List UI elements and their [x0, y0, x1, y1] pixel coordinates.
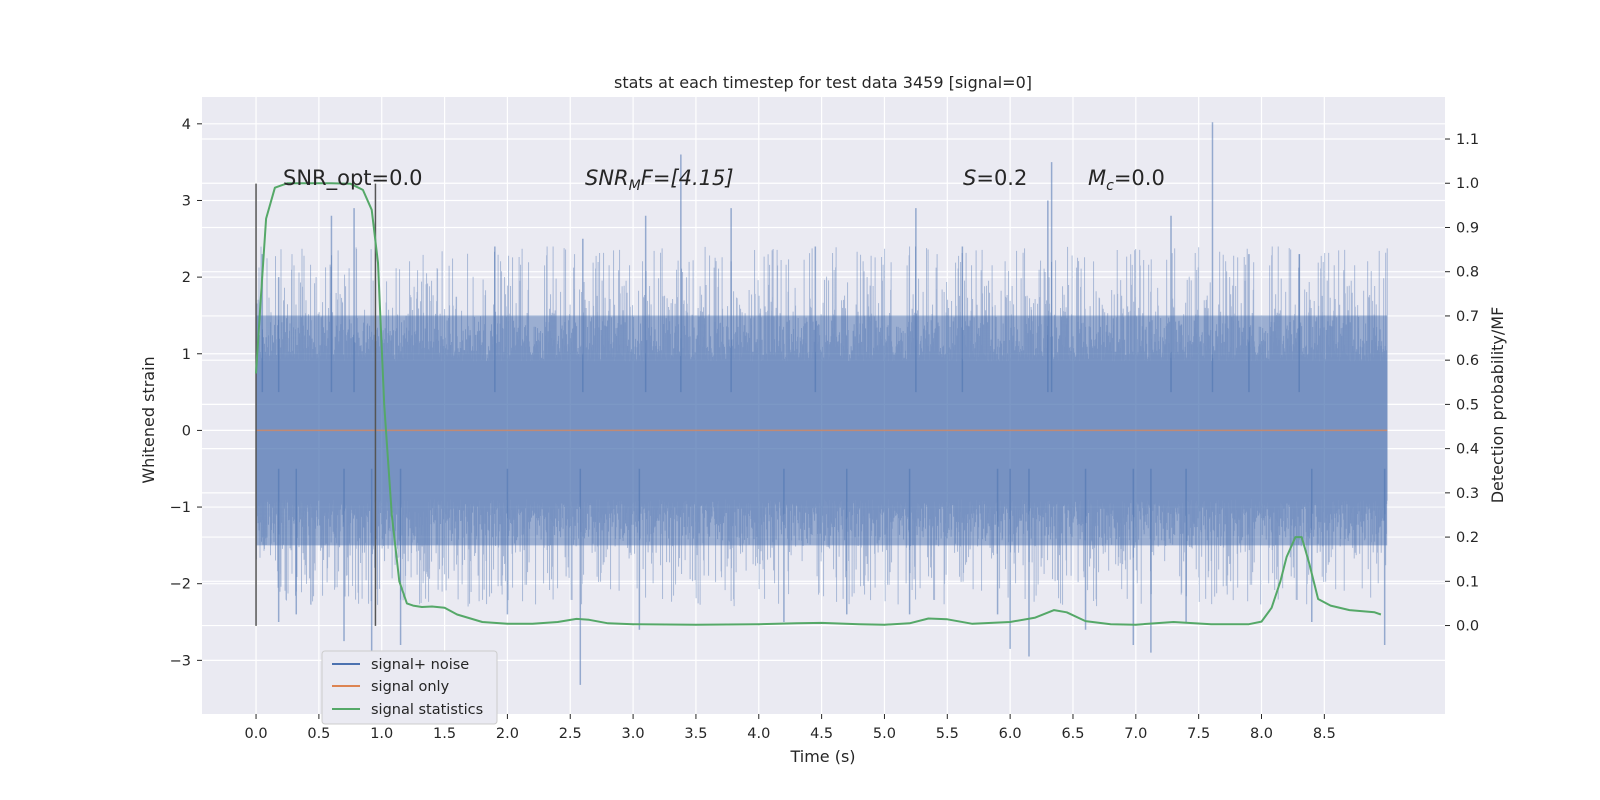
snr-mf-rest: F=[4.15] — [641, 166, 734, 190]
mc-value: =0.0 — [1114, 166, 1165, 190]
y-axis-label: Whitened strain — [139, 356, 158, 483]
s-annotation: S=0.2 — [963, 166, 1027, 190]
snr-opt-annotation: SNR_opt=0.0 — [283, 166, 423, 191]
yr-tick-label-7: 0.4 — [1456, 442, 1479, 458]
x-tick-label-9: 4.5 — [810, 726, 833, 742]
x-tick-label-13: 6.5 — [1061, 726, 1084, 742]
y-tick-label-0: 4 — [182, 117, 191, 133]
y-tick-label-1: 3 — [182, 193, 191, 209]
x-tick-label-6: 3.0 — [622, 726, 645, 742]
signal-statistics-series — [255, 182, 1382, 626]
y-tick-label-6: −2 — [170, 577, 191, 593]
yr-tick-label-9: 0.2 — [1456, 530, 1479, 546]
y-tick-label-3: 1 — [182, 347, 191, 363]
mc-annotation: Mc=0.0 — [1088, 166, 1165, 194]
vertical-markers — [255, 183, 377, 626]
x-tick-label-1: 0.5 — [307, 726, 330, 742]
yr-tick-label-6: 0.5 — [1456, 397, 1479, 413]
legend-box — [321, 650, 498, 725]
yr-tick-label-5: 0.6 — [1456, 353, 1479, 369]
x-tick-label-3: 1.5 — [433, 726, 456, 742]
x-tick-label-15: 7.5 — [1187, 726, 1210, 742]
legend-label-noise: signal+ noise — [371, 657, 469, 673]
y-tick-label-7: −3 — [170, 653, 191, 669]
x-tick-label-11: 5.5 — [936, 726, 959, 742]
x-tick-label-4: 2.0 — [496, 726, 519, 742]
legend-label-signal-only: signal only — [371, 679, 450, 695]
y-tick-label-2: 2 — [182, 270, 191, 286]
snr-mf-annotation: SNRMF=[4.15] — [585, 166, 734, 194]
yr-tick-label-1: 1.0 — [1456, 176, 1479, 192]
x-tick-label-16: 8.0 — [1250, 726, 1273, 742]
x-tick-label-2: 1.0 — [370, 726, 393, 742]
x-tick-label-5: 2.5 — [559, 726, 582, 742]
chart-title: stats at each timestep for test data 345… — [614, 73, 1032, 92]
mc-label: M — [1088, 166, 1106, 190]
legend: signal+ noise signal only signal statist… — [321, 650, 498, 725]
snr-mf-base: SNR — [585, 166, 629, 190]
y-axis-ticks: 4 3 2 1 0 −1 −2 −3 — [170, 117, 202, 669]
yr-tick-label-10: 0.1 — [1456, 574, 1479, 590]
x-axis-ticks: 0.0 0.5 1.0 1.5 2.0 2.5 3.0 3.5 4.0 4.5 5.0 5.5 6.0 6… — [245, 714, 1336, 742]
x-tick-label-10: 5.0 — [873, 726, 896, 742]
x-tick-label-8: 4.0 — [747, 726, 770, 742]
x-tick-label-14: 7.0 — [1124, 726, 1147, 742]
yr-tick-label-4: 0.7 — [1456, 309, 1479, 325]
x-axis-label: Time (s) — [789, 747, 855, 766]
yr-tick-label-2: 0.9 — [1456, 220, 1479, 236]
statistics-line — [255, 182, 1382, 626]
snr-mf-sub: M — [629, 178, 641, 194]
s-label: S — [963, 166, 976, 190]
right-y-axis-label: Detection probability/MF — [1488, 307, 1507, 504]
yr-tick-label-8: 0.3 — [1456, 486, 1479, 502]
x-tick-label-0: 0.0 — [245, 726, 268, 742]
x-tick-label-12: 6.0 — [999, 726, 1022, 742]
mc-sub: c — [1106, 178, 1114, 194]
y-tick-label-5: −1 — [170, 500, 191, 516]
s-value: =0.2 — [976, 166, 1027, 190]
yr-tick-label-3: 0.8 — [1456, 265, 1479, 281]
x-tick-label-7: 3.5 — [684, 726, 707, 742]
x-tick-label-17: 8.5 — [1313, 726, 1336, 742]
yr-tick-label-11: 0.0 — [1456, 619, 1479, 635]
yr-tick-label-0: 1.1 — [1456, 132, 1479, 148]
legend-label-statistics: signal statistics — [371, 702, 483, 718]
y-tick-label-4: 0 — [182, 423, 191, 439]
right-y-axis-ticks: 1.1 1.0 0.9 0.8 0.7 0.6 0.5 0.4 0.3 0.2 0.1 0.0 — [1445, 132, 1479, 635]
